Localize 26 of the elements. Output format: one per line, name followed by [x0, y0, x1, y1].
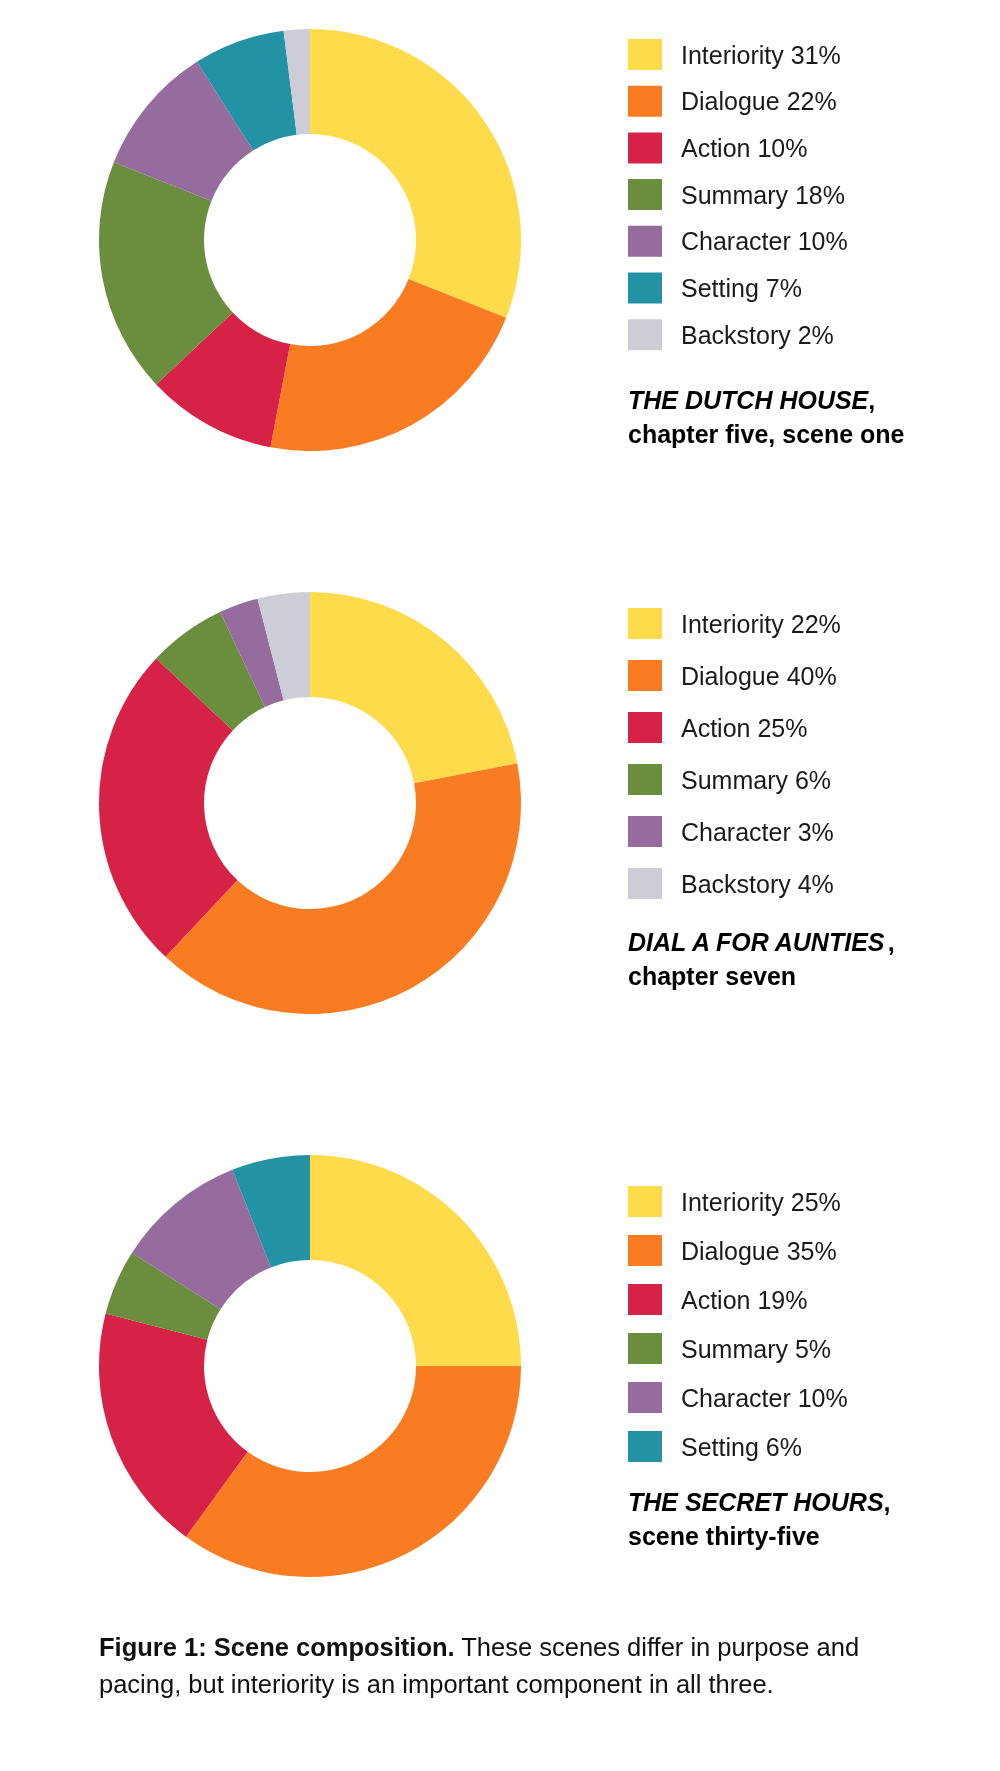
- legend-label: Interiority 22%: [681, 609, 841, 638]
- caption: Figure 1: Scene composition. These scenes differ in purpose and pacing, but interiority is an important component in all three.: [99, 1632, 861, 1700]
- legend-label: Dialogue 35%: [681, 1236, 837, 1265]
- legend-label: Backstory 4%: [681, 869, 834, 898]
- legend-label: Dialogue 22%: [681, 87, 837, 116]
- text: chapter seven: [628, 961, 797, 990]
- legend-label: Action 10%: [681, 133, 808, 162]
- legend-label: Character 3%: [681, 817, 834, 846]
- legend-label: Setting 6%: [681, 1432, 802, 1461]
- legend-label: Summary 18%: [681, 180, 845, 209]
- legend-label: Setting 7%: [681, 274, 802, 302]
- text: THE SECRET HOURS,: [628, 1487, 891, 1516]
- text: scene thirty-five: [628, 1521, 820, 1550]
- legend-label: Character 10%: [681, 1383, 848, 1412]
- text: DIAL A FOR AUNTIES,: [628, 927, 895, 956]
- legend-label: Interiority 31%: [681, 40, 841, 69]
- legend-label: Backstory 2%: [681, 320, 834, 349]
- text: chapter five, scene one: [628, 419, 905, 448]
- legend-label: Summary 5%: [681, 1334, 832, 1363]
- legend-label: Character 10%: [681, 227, 848, 256]
- legend-label: Action 19%: [681, 1285, 808, 1314]
- legend-label: Dialogue 40%: [681, 661, 837, 690]
- text: THE DUTCH HOUSE,: [628, 385, 876, 414]
- legend-label: Interiority 25%: [681, 1187, 841, 1216]
- legend-label: Action 25%: [681, 713, 808, 742]
- legend-label: Summary 6%: [681, 765, 832, 794]
